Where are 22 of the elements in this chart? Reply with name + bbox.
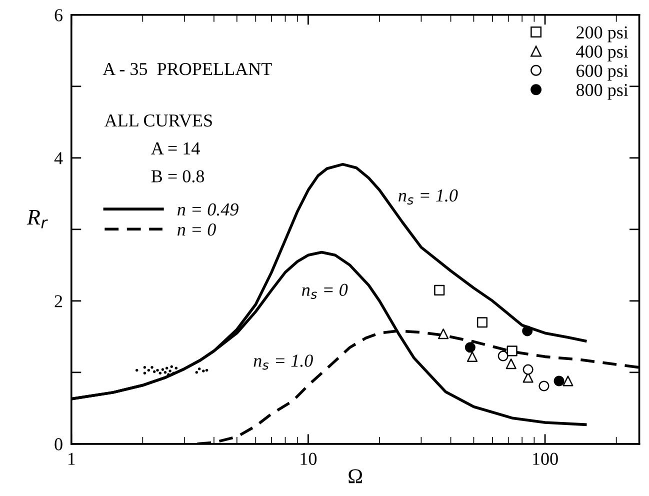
y-axis-title: R$_{r}$ xyxy=(26,210,48,228)
y-tick-label: 0 xyxy=(54,438,62,450)
legend-label: 800 psi xyxy=(576,84,628,100)
y-tick-label: 6 xyxy=(54,9,63,22)
annotation: A - 35 PROPELLANT xyxy=(102,62,272,76)
legend-label: n = 0 xyxy=(178,223,216,236)
annotation: n$_{s}$ = 1.0 xyxy=(398,189,458,205)
annotation: n$_{s}$ = 1.0 xyxy=(254,354,313,370)
legend-label: 400 psi xyxy=(576,46,628,62)
annotation: ALL CURVES xyxy=(104,114,212,127)
legend-label: 200 psi xyxy=(576,26,628,42)
y-tick-label: 2 xyxy=(54,295,62,308)
x-tick-label: 1 xyxy=(68,452,75,465)
x-axis-title: Ω xyxy=(348,469,362,484)
legend-label: 600 psi xyxy=(576,64,628,81)
legend-label: n = 0.49 xyxy=(178,203,238,216)
x-tick-label: 10 xyxy=(300,452,317,465)
y-tick-label: 4 xyxy=(54,152,63,164)
annotation: B = 0.8 xyxy=(151,170,204,182)
annotation: n$_{s}$ = 0 xyxy=(302,284,348,299)
annotation: A = 14 xyxy=(151,142,200,154)
x-tick-label: 100 xyxy=(533,452,558,465)
